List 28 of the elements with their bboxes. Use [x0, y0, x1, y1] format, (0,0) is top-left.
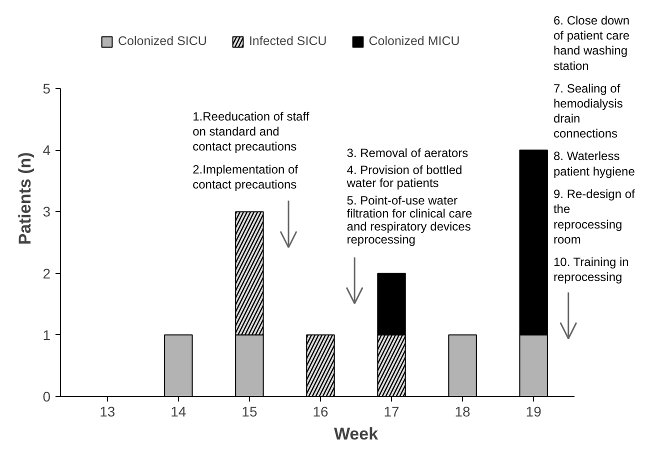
x-tick-label: 18	[454, 404, 471, 420]
annotation: 5. Point-of-use water filtration for clinical care and respiratory devices reprocessing	[346, 193, 472, 246]
legend-label: Infected SICU	[248, 34, 327, 48]
x-tick-label: 14	[170, 404, 186, 420]
annotation: 1.Reeducation of staff on standard and contact precautions	[192, 110, 310, 154]
legend-label: Colonized SICU	[118, 34, 207, 48]
annotation: 8. Waterless patient hygiene	[553, 149, 636, 178]
annotation: 7. Sealing of hemodialysis drain connections	[553, 81, 623, 141]
annotation: 2.Implementation of contact precautions	[192, 162, 299, 192]
annotation: 9. Re-design of the reprocessing room	[553, 187, 636, 246]
annotation: 4. Provision of bottled water for patients	[346, 163, 462, 190]
annotation: 10. Training in reprocessing	[553, 254, 629, 284]
y-tick-label: 4	[42, 142, 51, 158]
x-tick-label: 16	[312, 404, 328, 420]
x-tick-label: 19	[526, 404, 542, 420]
text: 6. Close down of patient care hand washing station	[553, 13, 630, 73]
annotation: 3. Removal of aerators	[346, 146, 468, 160]
y-tick-label: 1	[42, 326, 51, 343]
x-tick-label: 17	[384, 404, 400, 420]
y-tick-label: 2	[42, 265, 51, 282]
legend-label: Colonized MICU	[368, 34, 460, 48]
y-tick-label: 3	[42, 204, 51, 220]
x-tick-label: 13	[100, 404, 116, 420]
y-tick-label: 0	[42, 388, 51, 404]
y-tick-label: 5	[42, 80, 51, 97]
x-tick-label: 15	[242, 404, 258, 420]
y-axis-title: Patients (n)	[16, 152, 35, 245]
x-axis-title: Week	[334, 424, 379, 444]
